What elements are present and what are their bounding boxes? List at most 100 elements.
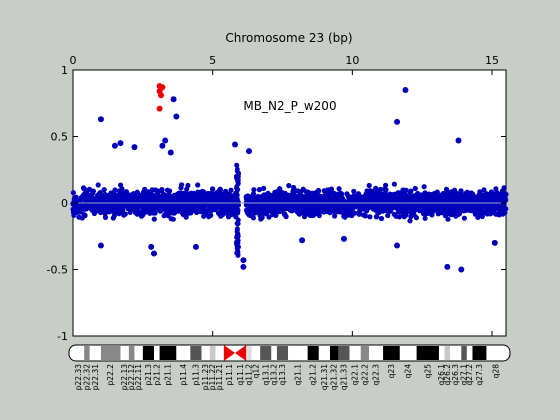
data-point bbox=[236, 244, 242, 250]
y-tick-label: 0 bbox=[61, 197, 68, 210]
data-point bbox=[302, 196, 308, 202]
data-point bbox=[425, 195, 431, 201]
data-point bbox=[266, 214, 272, 220]
data-point bbox=[463, 207, 469, 213]
data-point bbox=[247, 195, 253, 201]
data-point bbox=[413, 215, 419, 221]
chromosome-band bbox=[84, 346, 90, 360]
chromosome-band bbox=[159, 346, 177, 360]
data-point bbox=[395, 190, 401, 196]
band-label: q26.3 bbox=[451, 364, 460, 386]
band-label: q26.1 bbox=[437, 364, 446, 386]
data-point bbox=[478, 208, 484, 214]
outlier-point bbox=[394, 242, 401, 249]
data-point bbox=[484, 191, 490, 197]
data-point bbox=[385, 199, 391, 205]
data-point bbox=[315, 187, 322, 194]
data-point bbox=[280, 199, 286, 205]
chromosome-band bbox=[260, 346, 272, 360]
data-point bbox=[235, 192, 240, 198]
data-point bbox=[456, 211, 463, 217]
chromosome-band bbox=[444, 346, 451, 360]
data-point bbox=[82, 206, 88, 212]
y-tick-label: 1 bbox=[61, 64, 68, 77]
outlier-point bbox=[97, 116, 104, 123]
chromosome-band bbox=[338, 346, 350, 360]
data-point bbox=[178, 197, 184, 203]
data-point bbox=[386, 194, 392, 200]
band-label: p22.2 bbox=[106, 364, 115, 386]
data-point bbox=[229, 201, 235, 207]
outlier-points bbox=[97, 82, 498, 273]
data-point bbox=[345, 203, 351, 209]
data-point bbox=[155, 192, 161, 199]
data-point bbox=[222, 209, 228, 215]
data-point bbox=[384, 207, 390, 213]
data-point bbox=[83, 193, 89, 199]
data-point bbox=[217, 186, 223, 192]
band-label: p11.23 bbox=[201, 364, 210, 390]
band-label: q27.3 bbox=[475, 364, 484, 386]
data-point bbox=[164, 187, 170, 193]
data-point bbox=[87, 186, 93, 192]
data-point bbox=[435, 203, 441, 210]
sample-annotation: MB_N2_P_w200 bbox=[243, 99, 336, 113]
y-tick-label: -1 bbox=[57, 330, 68, 343]
data-point bbox=[385, 212, 391, 219]
data-point bbox=[461, 196, 467, 202]
chromosome-band bbox=[120, 346, 129, 360]
data-point bbox=[403, 187, 409, 193]
data-point bbox=[110, 215, 116, 221]
highlighted-point bbox=[157, 92, 164, 99]
chromosome-band bbox=[369, 346, 384, 360]
data-point bbox=[497, 195, 503, 201]
chromosome-band bbox=[209, 346, 216, 360]
data-point bbox=[341, 211, 347, 217]
chart-title: Chromosome 23 (bp) bbox=[225, 31, 352, 45]
data-point bbox=[189, 202, 195, 208]
data-point bbox=[305, 208, 311, 215]
data-point bbox=[210, 186, 216, 192]
data-point bbox=[185, 182, 191, 189]
data-point bbox=[434, 192, 440, 198]
data-point bbox=[322, 199, 328, 205]
data-point bbox=[184, 210, 191, 217]
data-point bbox=[334, 206, 340, 212]
chromosome-band bbox=[416, 346, 439, 360]
data-point bbox=[383, 182, 389, 188]
data-point bbox=[131, 201, 137, 207]
data-point bbox=[453, 194, 459, 200]
chromosome-band bbox=[134, 346, 143, 360]
data-point bbox=[150, 210, 156, 216]
data-point bbox=[206, 214, 212, 220]
data-point bbox=[96, 190, 103, 196]
data-point bbox=[461, 215, 467, 221]
chromosome-band bbox=[307, 346, 319, 360]
data-point bbox=[442, 213, 448, 219]
data-point bbox=[366, 182, 372, 189]
band-label: q28 bbox=[492, 364, 501, 379]
data-point bbox=[151, 216, 157, 222]
chromosome-band bbox=[466, 346, 473, 360]
data-point bbox=[316, 201, 322, 207]
data-point bbox=[378, 215, 385, 222]
data-point bbox=[120, 191, 126, 197]
chromosome-band bbox=[154, 346, 160, 360]
data-point bbox=[137, 209, 143, 215]
band-label: p11.22 bbox=[208, 364, 217, 390]
data-point bbox=[422, 202, 428, 208]
data-point bbox=[122, 211, 128, 217]
x-tick-label: 15 bbox=[485, 54, 499, 67]
data-point bbox=[202, 210, 208, 216]
band-label: q22.2 bbox=[360, 364, 369, 386]
outlier-point bbox=[148, 243, 155, 250]
data-point bbox=[407, 218, 413, 224]
data-point bbox=[168, 216, 174, 222]
data-point bbox=[222, 201, 228, 207]
band-label: q21.32 bbox=[330, 364, 339, 390]
data-point bbox=[163, 203, 169, 209]
outlier-point bbox=[167, 149, 174, 156]
data-point bbox=[268, 196, 274, 202]
data-point bbox=[300, 186, 306, 192]
